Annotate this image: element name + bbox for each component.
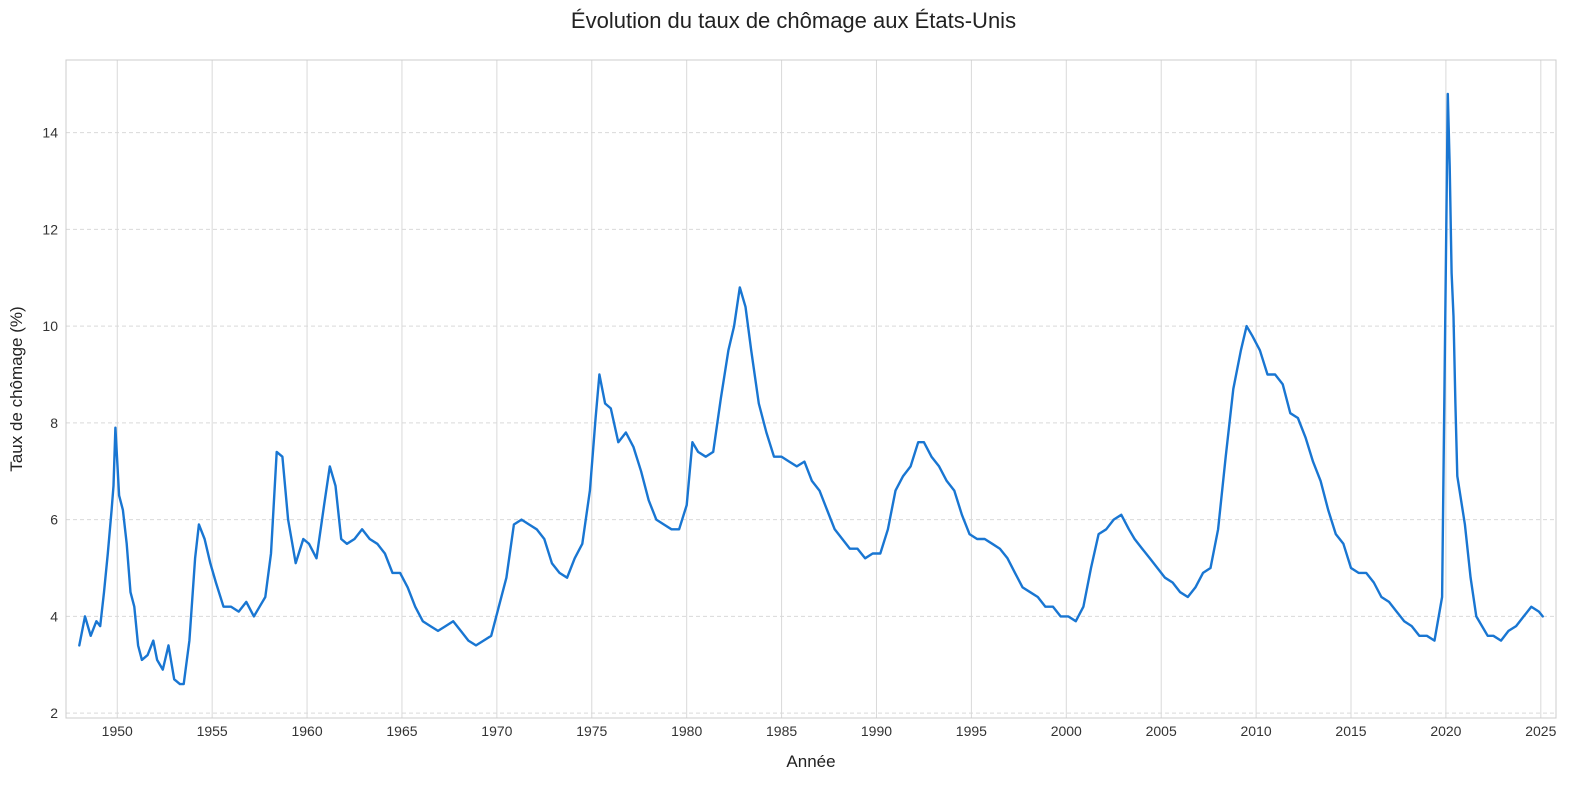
x-tick-label: 1985 — [766, 723, 797, 739]
x-tick-label: 2005 — [1146, 723, 1177, 739]
x-tick-label: 1980 — [671, 723, 702, 739]
x-tick-label: 1965 — [386, 723, 417, 739]
x-tick-label: 2010 — [1241, 723, 1272, 739]
x-tick-label: 1970 — [481, 723, 512, 739]
x-tick-label: 2015 — [1335, 723, 1366, 739]
x-tick-label: 1995 — [956, 723, 987, 739]
y-tick-label: 8 — [50, 415, 58, 431]
y-tick-label: 6 — [50, 512, 58, 528]
x-tick-label: 1950 — [102, 723, 133, 739]
series-layer — [78, 92, 1544, 686]
tick-labels: 1950 1955 1960 1965 1970 1975 1980 1985 1990 1995… — [42, 125, 1556, 739]
series-line — [78, 92, 1544, 686]
y-tick-label: 4 — [50, 608, 58, 624]
x-tick-label: 1955 — [197, 723, 228, 739]
x-tick-label: 1960 — [291, 723, 322, 739]
x-tick-label: 2025 — [1525, 723, 1556, 739]
x-tick-label: 2000 — [1051, 723, 1082, 739]
y-tick-label: 2 — [50, 705, 58, 721]
x-tick-label: 1975 — [576, 723, 607, 739]
x-axis-label: Année — [786, 752, 835, 771]
x-tick-label: 2020 — [1430, 723, 1461, 739]
x-tick-label: 1990 — [861, 723, 892, 739]
y-tick-label: 10 — [42, 318, 58, 334]
chart-title: Évolution du taux de chômage aux États-U… — [570, 8, 1017, 33]
y-axis-label: Taux de chômage (%) — [7, 306, 26, 471]
plot-area-frame — [65, 59, 1557, 719]
grid-lines — [66, 60, 1556, 718]
y-tick-label: 12 — [42, 221, 58, 237]
y-tick-label: 14 — [42, 125, 58, 141]
